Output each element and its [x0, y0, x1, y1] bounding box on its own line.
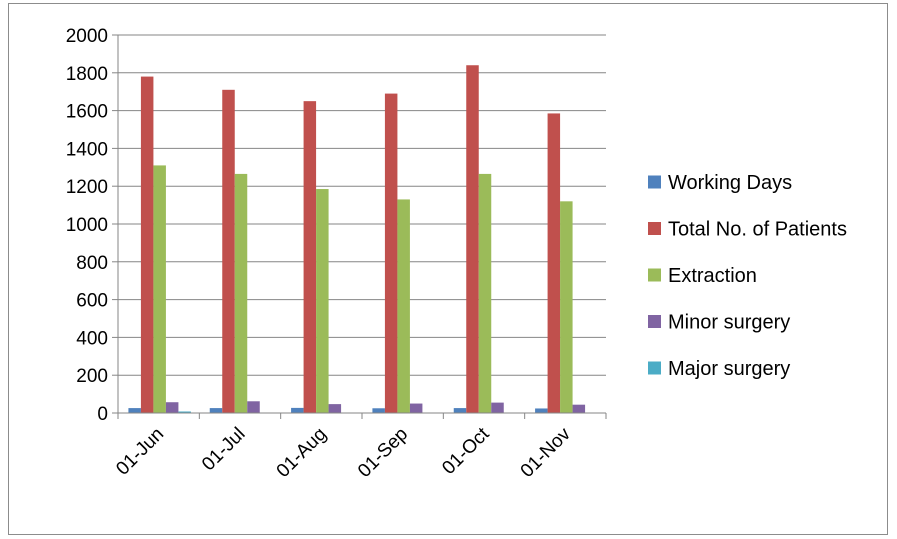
bar-working-days-01-oct	[453, 408, 467, 413]
x-tick-label: 01-Sep	[354, 424, 412, 482]
bar-total-no-of-patients-01-jun	[140, 76, 154, 413]
x-tick-labels: 01-Jun 01-Jul 01-Aug 01-Sep 01-Oct 01-Nov	[112, 423, 575, 482]
bar-extraction-01-nov	[560, 201, 573, 413]
y-tick-label: 0	[97, 404, 108, 425]
legend-swatch	[648, 361, 661, 375]
bar-working-days-01-jul	[209, 408, 223, 413]
bars	[128, 65, 586, 414]
x-tick-label: 01-Oct	[438, 423, 494, 479]
bar-extraction-01-jun	[153, 165, 166, 413]
bar-minor-surgery-01-aug	[328, 404, 342, 413]
legend-label: Major surgery	[668, 358, 790, 380]
legend-label: Minor surgery	[668, 312, 790, 334]
legend-swatch	[648, 268, 661, 282]
bar-major-surgery-01-jun	[178, 411, 191, 413]
gridlines	[118, 34, 606, 376]
bar-extraction-01-sep	[397, 199, 410, 413]
bar-extraction-01-jul	[234, 173, 248, 413]
bar-minor-surgery-01-jul	[247, 401, 260, 413]
y-tick-label: 2000	[66, 26, 108, 47]
y-tick-label: 800	[76, 253, 108, 274]
bar-total-no-of-patients-01-sep	[384, 93, 398, 413]
bar-working-days-01-nov	[535, 408, 548, 413]
bar-total-no-of-patients-01-nov	[547, 113, 561, 413]
legend-swatch	[648, 222, 661, 235]
bar-working-days-01-sep	[372, 408, 385, 413]
x-tick-label: 01-Nov	[517, 423, 576, 482]
bar-total-no-of-patients-01-aug	[303, 101, 317, 414]
x-tick-label: 01-Aug	[273, 424, 331, 482]
legend-label: Extraction	[668, 265, 757, 287]
legend-label: Working Days	[668, 172, 792, 194]
y-tick-label: 1000	[66, 215, 108, 236]
y-tick-label: 1400	[66, 139, 108, 160]
y-tick-label: 1800	[66, 64, 108, 85]
bar-total-no-of-patients-01-oct	[466, 65, 479, 414]
y-tick-label: 1200	[66, 177, 108, 198]
bar-working-days-01-jun	[128, 408, 141, 413]
legend-swatch	[648, 315, 661, 328]
y-tick-label: 600	[76, 291, 108, 312]
x-tick-label: 01-Jul	[198, 424, 249, 475]
bar-minor-surgery-01-oct	[491, 402, 504, 413]
bar-total-no-of-patients-01-jul	[222, 89, 235, 413]
bar-minor-surgery-01-jun	[165, 402, 179, 413]
bar-extraction-01-aug	[316, 189, 329, 413]
y-tick-label: 200	[76, 366, 108, 387]
y-tick-label: 1600	[66, 102, 108, 123]
x-tick-label: 01-Jun	[112, 424, 168, 480]
bar-extraction-01-oct	[478, 173, 492, 413]
axes	[112, 34, 607, 419]
legend: Working Days Total No. of Patients Extract…	[648, 172, 847, 380]
y-tick-label: 400	[76, 328, 108, 349]
legend-label: Total No. of Patients	[668, 219, 847, 241]
bar-working-days-01-aug	[291, 407, 304, 413]
bar-minor-surgery-01-sep	[409, 403, 423, 413]
bar-minor-surgery-01-nov	[572, 404, 586, 413]
legend-swatch	[648, 175, 661, 189]
y-tick-labels: 0 200 400 600 800 1000 1200 1400 1600 1800 2000	[66, 26, 108, 425]
